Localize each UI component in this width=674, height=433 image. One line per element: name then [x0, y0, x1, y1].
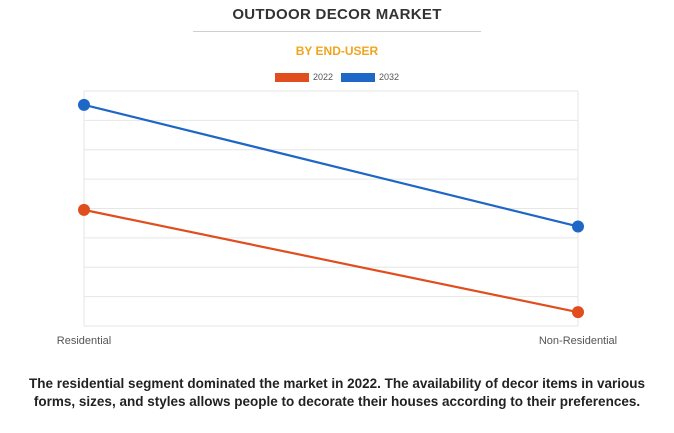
- legend-label-2032: 2032: [379, 72, 400, 82]
- legend: 2022 2032: [0, 72, 674, 82]
- data-point-2032-2: [572, 220, 584, 233]
- chart-caption: The residential segment dominated the ma…: [29, 376, 645, 409]
- legend-item-2022[interactable]: 2022: [274, 72, 333, 82]
- x-tick-label: Residential: [57, 335, 111, 347]
- legend-item-2032[interactable]: 2032: [341, 72, 399, 82]
- data-point-2032-1: [78, 98, 90, 111]
- series-line-2032: [83, 103, 579, 228]
- chart-title: OUTDOOR DECOR MARKET: [232, 6, 442, 23]
- legend-swatch-2032: [341, 72, 375, 82]
- title-divider: [193, 31, 481, 32]
- legend-label-2022: 2022: [312, 72, 333, 82]
- series-line-2022: [83, 208, 579, 314]
- x-tick-label: Non-Residential: [539, 335, 617, 347]
- data-point-2022-2: [572, 306, 584, 319]
- data-point-2022-1: [78, 203, 90, 216]
- line-chart: Residential Non-Residential: [57, 90, 617, 347]
- chart-subtitle: BY END-USER: [295, 44, 379, 58]
- legend-swatch-2022: [274, 72, 309, 82]
